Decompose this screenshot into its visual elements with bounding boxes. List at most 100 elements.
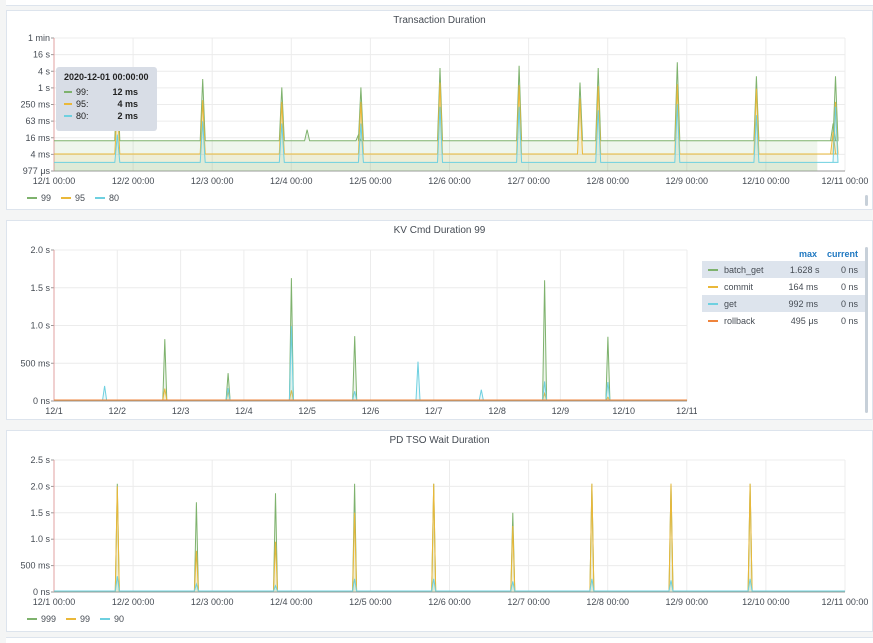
tooltip-series-value: 12 ms bbox=[112, 87, 138, 97]
panel-transaction-duration: Transaction Duration 1 min 16 s 4 s 1 s 250 … bbox=[6, 10, 873, 210]
x-tick-label: 12/3 00:00 bbox=[191, 597, 234, 607]
legend-table: max current batch_get 1.628 s 0 ns commit 16… bbox=[702, 247, 866, 329]
legend-scrollbar[interactable] bbox=[865, 247, 868, 413]
series-swatch bbox=[64, 115, 72, 117]
legend-max-value: 495 μs bbox=[790, 315, 818, 326]
panel-title[interactable]: Transaction Duration bbox=[393, 15, 486, 26]
tooltip-series-label: 95: bbox=[76, 99, 89, 109]
x-tick-label: 12/8 00:00 bbox=[586, 597, 629, 607]
y-tick-label: 977 μs bbox=[23, 166, 51, 176]
legend-current-value: 0 ns bbox=[840, 264, 858, 275]
series-line-80 bbox=[54, 104, 839, 163]
y-tick-label: 16 ms bbox=[25, 133, 50, 143]
series-swatch bbox=[708, 268, 718, 271]
legend-row-commit[interactable]: commit 164 ms 0 ns bbox=[702, 278, 866, 295]
x-tick-label: 12/4 00:00 bbox=[270, 597, 313, 607]
series-swatch bbox=[708, 285, 718, 288]
x-tick-label: 12/3 bbox=[172, 406, 190, 416]
legend-item-95[interactable]: 95 bbox=[61, 193, 85, 203]
legend-label: 99 bbox=[80, 614, 91, 624]
series-swatch bbox=[708, 302, 718, 305]
x-tick-label: 12/9 00:00 bbox=[666, 597, 709, 607]
x-tick-label: 12/11 00:00 bbox=[822, 176, 869, 186]
y-tick-label: 250 ms bbox=[20, 100, 50, 110]
series-legend: 999 99 90 bbox=[27, 614, 124, 624]
y-tick-label: 63 ms bbox=[25, 116, 50, 126]
legend-item-999[interactable]: 999 bbox=[27, 614, 56, 624]
series-line-99 bbox=[54, 62, 839, 142]
x-tick-label: 12/5 bbox=[298, 406, 316, 416]
series-area-99 bbox=[54, 62, 838, 171]
x-tick-label: 12/10 00:00 bbox=[742, 597, 790, 607]
tooltip-series-label: 99: bbox=[76, 87, 89, 97]
series-area-80 bbox=[54, 104, 838, 171]
legend-current-value: 0 ns bbox=[840, 315, 858, 326]
x-tick-label: 12/6 00:00 bbox=[428, 176, 471, 186]
panel-pd-tso-wait-duration: PD TSO Wait Duration 2.5 s 2.0 s 1.5 s 1.0 … bbox=[6, 430, 873, 632]
panel-title[interactable]: PD TSO Wait Duration bbox=[389, 435, 490, 446]
y-tick-label: 500 ms bbox=[20, 561, 50, 571]
current-column-header[interactable]: current bbox=[826, 249, 858, 259]
legend-label: 90 bbox=[114, 614, 125, 624]
y-tick-label: 500 ms bbox=[20, 358, 50, 368]
y-tick-label: 1 min bbox=[28, 33, 50, 43]
series-swatch bbox=[95, 197, 106, 199]
x-tick-label: 12/9 bbox=[552, 406, 570, 416]
tooltip-row: 80: 2 ms bbox=[64, 110, 149, 122]
legend-label: 99 bbox=[41, 193, 52, 203]
legend-row-batch_get[interactable]: batch_get 1.628 s 0 ns bbox=[702, 261, 866, 278]
legend-item-99[interactable]: 99 bbox=[66, 614, 90, 624]
x-tick-label: 12/7 00:00 bbox=[507, 176, 550, 186]
y-tick-label: 0 ns bbox=[33, 587, 51, 597]
y-tick-label: 1.5 s bbox=[30, 283, 50, 293]
x-tick-label: 12/6 00:00 bbox=[428, 597, 471, 607]
y-tick-label: 1.0 s bbox=[30, 321, 50, 331]
legend-label: 95 bbox=[75, 193, 86, 203]
legend-series-name: batch_get bbox=[724, 264, 764, 275]
legend-row-rollback[interactable]: rollback 495 μs 0 ns bbox=[702, 312, 866, 329]
legend-row-get[interactable]: get 992 ms 0 ns bbox=[702, 295, 866, 312]
legend-current-value: 0 ns bbox=[840, 298, 858, 309]
tooltip-series-label: 80: bbox=[76, 111, 89, 121]
x-tick-label: 12/7 00:00 bbox=[507, 597, 550, 607]
legend-item-99[interactable]: 99 bbox=[27, 193, 51, 203]
x-tick-label: 12/7 bbox=[425, 406, 443, 416]
tooltip-series-value: 2 ms bbox=[117, 111, 138, 121]
series-swatch bbox=[61, 197, 72, 199]
series-line-99 bbox=[54, 483, 845, 592]
legend-item-90[interactable]: 90 bbox=[100, 614, 124, 624]
legend-item-80[interactable]: 80 bbox=[95, 193, 119, 203]
x-tick-label: 12/10 bbox=[612, 406, 635, 416]
tooltip-time: 2020-12-01 00:00:00 bbox=[64, 72, 149, 82]
tooltip-row: 99: 12 ms bbox=[64, 86, 149, 98]
y-tick-label: 4 s bbox=[38, 66, 51, 76]
legend-scrollbar[interactable] bbox=[865, 195, 868, 206]
x-tick-label: 12/4 bbox=[235, 406, 253, 416]
series-area-95 bbox=[54, 82, 838, 171]
x-tick-label: 12/6 bbox=[362, 406, 380, 416]
series-line-90 bbox=[54, 576, 845, 592]
legend-label: 999 bbox=[41, 614, 57, 624]
panel-title[interactable]: KV Cmd Duration 99 bbox=[393, 225, 486, 236]
x-tick-label: 12/3 00:00 bbox=[191, 176, 234, 186]
next-panel-edge bbox=[6, 637, 873, 643]
series-line-commit bbox=[54, 388, 687, 401]
x-tick-label: 12/9 00:00 bbox=[666, 176, 709, 186]
x-tick-label: 12/11 00:00 bbox=[822, 597, 869, 607]
series-swatch bbox=[708, 319, 718, 322]
x-tick-label: 12/2 bbox=[109, 406, 127, 416]
y-tick-label: 2.0 s bbox=[30, 481, 50, 491]
previous-panel-edge bbox=[6, 0, 873, 6]
tooltip-row: 95: 4 ms bbox=[64, 98, 149, 110]
x-tick-label: 12/1 bbox=[45, 406, 63, 416]
x-tick-label: 12/8 00:00 bbox=[586, 176, 629, 186]
series-line-95 bbox=[54, 82, 839, 155]
legend-series-name: rollback bbox=[724, 315, 756, 326]
y-tick-label: 1.0 s bbox=[30, 534, 50, 544]
legend-series-name: get bbox=[724, 298, 737, 309]
max-column-header[interactable]: max bbox=[798, 249, 817, 259]
y-tick-label: 0 ns bbox=[33, 396, 51, 406]
y-tick-label: 16 s bbox=[33, 50, 51, 60]
